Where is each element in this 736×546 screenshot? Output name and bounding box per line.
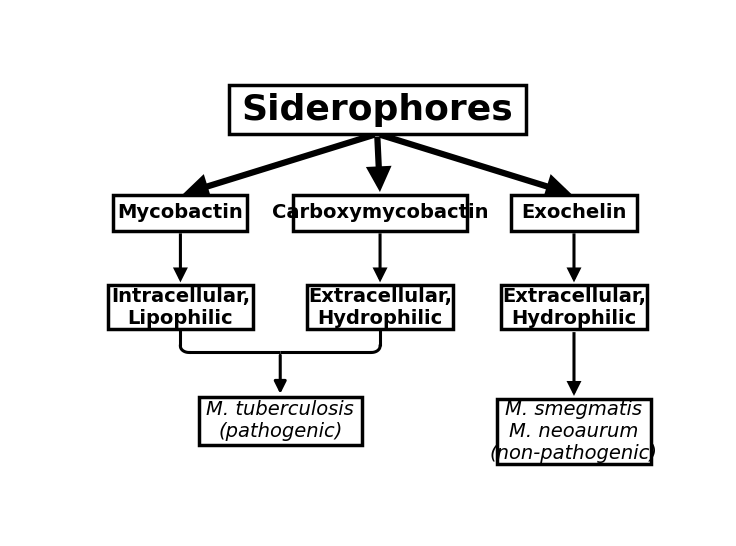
- Text: Siderophores: Siderophores: [241, 93, 513, 127]
- FancyBboxPatch shape: [229, 86, 526, 134]
- Text: Carboxymycobactin: Carboxymycobactin: [272, 203, 488, 222]
- Text: M. smegmatis
M. neoaurum
(non-pathogenic): M. smegmatis M. neoaurum (non-pathogenic…: [490, 400, 658, 463]
- FancyBboxPatch shape: [293, 195, 467, 230]
- Text: Intracellular,
Lipophilic: Intracellular, Lipophilic: [111, 287, 250, 328]
- Text: M. tuberculosis
(pathogenic): M. tuberculosis (pathogenic): [206, 400, 354, 441]
- FancyBboxPatch shape: [107, 285, 253, 329]
- Text: Exochelin: Exochelin: [521, 203, 626, 222]
- FancyBboxPatch shape: [512, 195, 637, 230]
- Text: Extracellular,
Hydrophilic: Extracellular, Hydrophilic: [502, 287, 646, 328]
- FancyBboxPatch shape: [501, 285, 647, 329]
- FancyBboxPatch shape: [199, 396, 361, 445]
- Text: Mycobactin: Mycobactin: [118, 203, 244, 222]
- Text: Extracellular,
Hydrophilic: Extracellular, Hydrophilic: [308, 287, 452, 328]
- FancyBboxPatch shape: [113, 195, 247, 230]
- FancyBboxPatch shape: [497, 399, 651, 464]
- FancyBboxPatch shape: [308, 285, 453, 329]
